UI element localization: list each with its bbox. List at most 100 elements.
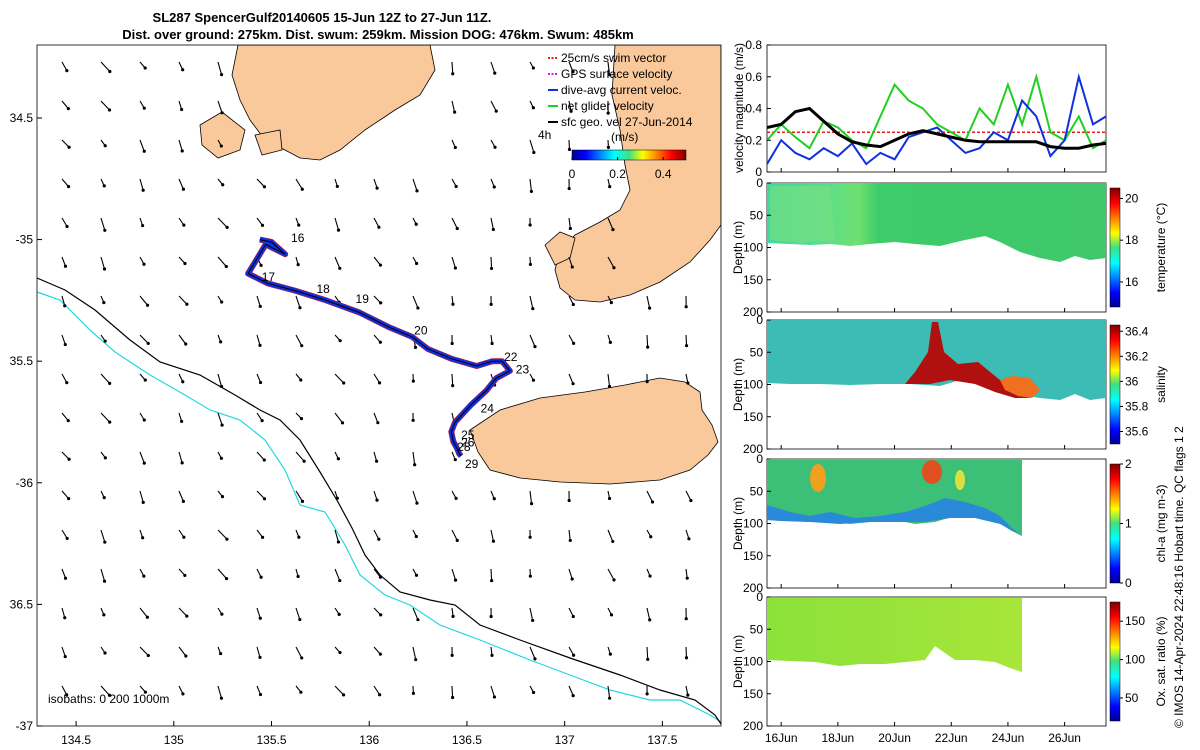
depth-tick-label: 150	[743, 273, 763, 287]
geo-velocity-arrowhead	[454, 496, 458, 500]
geo-velocity-arrowhead	[416, 618, 420, 622]
geo-velocity-arrowhead	[181, 380, 185, 384]
geo-velocity-arrowhead	[182, 223, 186, 227]
legend-label: dive-avg current veloc.	[561, 83, 682, 97]
geo-velocity-arrowhead	[300, 187, 304, 191]
geo-velocity-arrow	[451, 256, 456, 269]
geo-velocity-arrowhead	[606, 111, 610, 115]
geo-velocity-arrowhead	[336, 228, 341, 232]
geo-velocity-arrowhead	[103, 651, 107, 655]
geo-velocity-arrowhead	[224, 264, 228, 269]
geo-velocity-arrowhead	[181, 187, 186, 191]
track-line	[247, 239, 511, 457]
geo-velocity-arrow	[178, 490, 184, 502]
geo-velocity-arrowhead	[528, 223, 532, 227]
section-colorbar-label: Ox. sat. ratio (%)	[1154, 616, 1168, 706]
geo-velocity-arrowhead	[490, 578, 494, 583]
geo-velocity-arrow	[451, 61, 454, 74]
geo-velocity-arrow	[412, 607, 419, 620]
geo-velocity-arrow	[61, 295, 66, 306]
geo-velocity-arrowhead	[258, 304, 262, 308]
geo-velocity-arrow	[334, 568, 341, 581]
geo-velocity-arrowhead	[377, 225, 381, 229]
geo-velocity-arrowhead	[528, 535, 532, 539]
geo-velocity-arrowhead	[453, 145, 457, 150]
geo-velocity-arrowhead	[378, 652, 382, 656]
map-y-tick-label: 36.5	[10, 597, 34, 611]
geo-velocity-arrow	[61, 529, 68, 539]
geo-velocity-arrow	[412, 646, 417, 660]
geo-velocity-arrowhead	[648, 574, 652, 578]
velocity-y-tick-label: 0.8	[745, 38, 762, 52]
geo-velocity-arrowhead	[146, 341, 150, 346]
geo-velocity-arrowhead	[262, 458, 266, 462]
section-colorbar-tick-label: 20	[1125, 191, 1139, 205]
geo-velocity-arrow	[217, 217, 228, 228]
geo-velocity-arrow	[451, 685, 454, 698]
geo-velocity-arrowhead	[607, 72, 612, 77]
geo-velocity-arrowhead	[378, 340, 382, 344]
depth-axis-label: Depth (m)	[731, 497, 745, 550]
geo-velocity-arrowhead	[181, 68, 185, 72]
geo-velocity-arrowhead	[225, 537, 229, 541]
geo-velocity-arrowhead	[180, 107, 184, 112]
geo-velocity-arrowhead	[648, 618, 652, 622]
geo-velocity-arrow	[139, 139, 145, 152]
geo-velocity-arrowhead	[489, 266, 494, 271]
geo-velocity-arrow	[61, 100, 69, 109]
geo-velocity-arrowhead	[650, 500, 655, 504]
geo-velocity-arrowhead	[299, 378, 303, 382]
geo-velocity-arrowhead	[300, 656, 304, 660]
geo-velocity-arrowhead	[528, 262, 533, 267]
geo-velocity-arrow	[607, 568, 615, 581]
geo-velocity-arrow	[607, 373, 611, 387]
geo-velocity-arrowhead	[531, 378, 536, 382]
geo-velocity-arrowhead	[142, 418, 146, 422]
geo-velocity-arrow	[373, 217, 380, 228]
geo-velocity-arrow	[451, 568, 457, 581]
geo-velocity-arrow	[529, 178, 532, 192]
section-colorbar-tick-label: 16	[1125, 275, 1139, 289]
geo-velocity-arrowhead	[492, 497, 496, 501]
geo-velocity-arrowhead	[455, 226, 459, 231]
geo-velocity-arrowhead	[102, 300, 106, 305]
geo-velocity-arrowhead	[451, 695, 455, 700]
geo-velocity-arrowhead	[685, 576, 689, 580]
chla-bloom-1	[810, 464, 826, 492]
section-colorbar-tick-label: 35.6	[1125, 424, 1149, 438]
geo-velocity-arrowhead	[609, 613, 614, 617]
geo-velocity-arrowhead	[490, 341, 494, 346]
colorbar-tick-label: 0	[569, 167, 576, 181]
geo-velocity-arrowhead	[220, 612, 224, 616]
section-colorbar-tick-label: 150	[1125, 614, 1145, 628]
land-kangaroo-island	[469, 377, 719, 485]
depth-tick-label: 100	[743, 517, 763, 531]
geo-velocity-arrow	[61, 334, 66, 345]
geo-velocity-arrowhead	[571, 302, 575, 307]
geo-velocity-arrowhead	[184, 654, 188, 658]
geo-velocity-arrow	[607, 256, 615, 268]
geo-velocity-arrowhead	[65, 224, 69, 229]
geo-velocity-arrowhead	[379, 301, 383, 305]
geo-velocity-arrowhead	[377, 381, 382, 385]
geo-velocity-arrowhead	[143, 690, 148, 694]
temperature-cool-patch	[770, 186, 835, 243]
map-x-tick-label: 135.5	[256, 733, 286, 747]
section-colorbar-tick-label: 18	[1125, 233, 1139, 247]
geo-velocity-arrowhead	[102, 184, 106, 188]
depth-tick-label: 50	[750, 622, 764, 636]
map-x-tick-label: 137	[555, 733, 575, 747]
map-y-tick-label: -37	[16, 719, 34, 733]
salinity-plume-edge	[1000, 376, 1040, 398]
geo-velocity-arrowhead	[684, 305, 688, 309]
geo-velocity-arrowhead	[260, 535, 265, 539]
geo-velocity-arrowhead	[297, 223, 301, 227]
geo-velocity-arrow	[178, 451, 183, 464]
geo-velocity-arrow	[412, 451, 416, 465]
geo-velocity-arrowhead	[684, 656, 689, 660]
geo-velocity-arrowhead	[375, 459, 379, 463]
geo-velocity-arrow	[373, 685, 381, 696]
map-x-tick-label: 136	[359, 733, 379, 747]
geo-velocity-arrowhead	[103, 540, 107, 544]
